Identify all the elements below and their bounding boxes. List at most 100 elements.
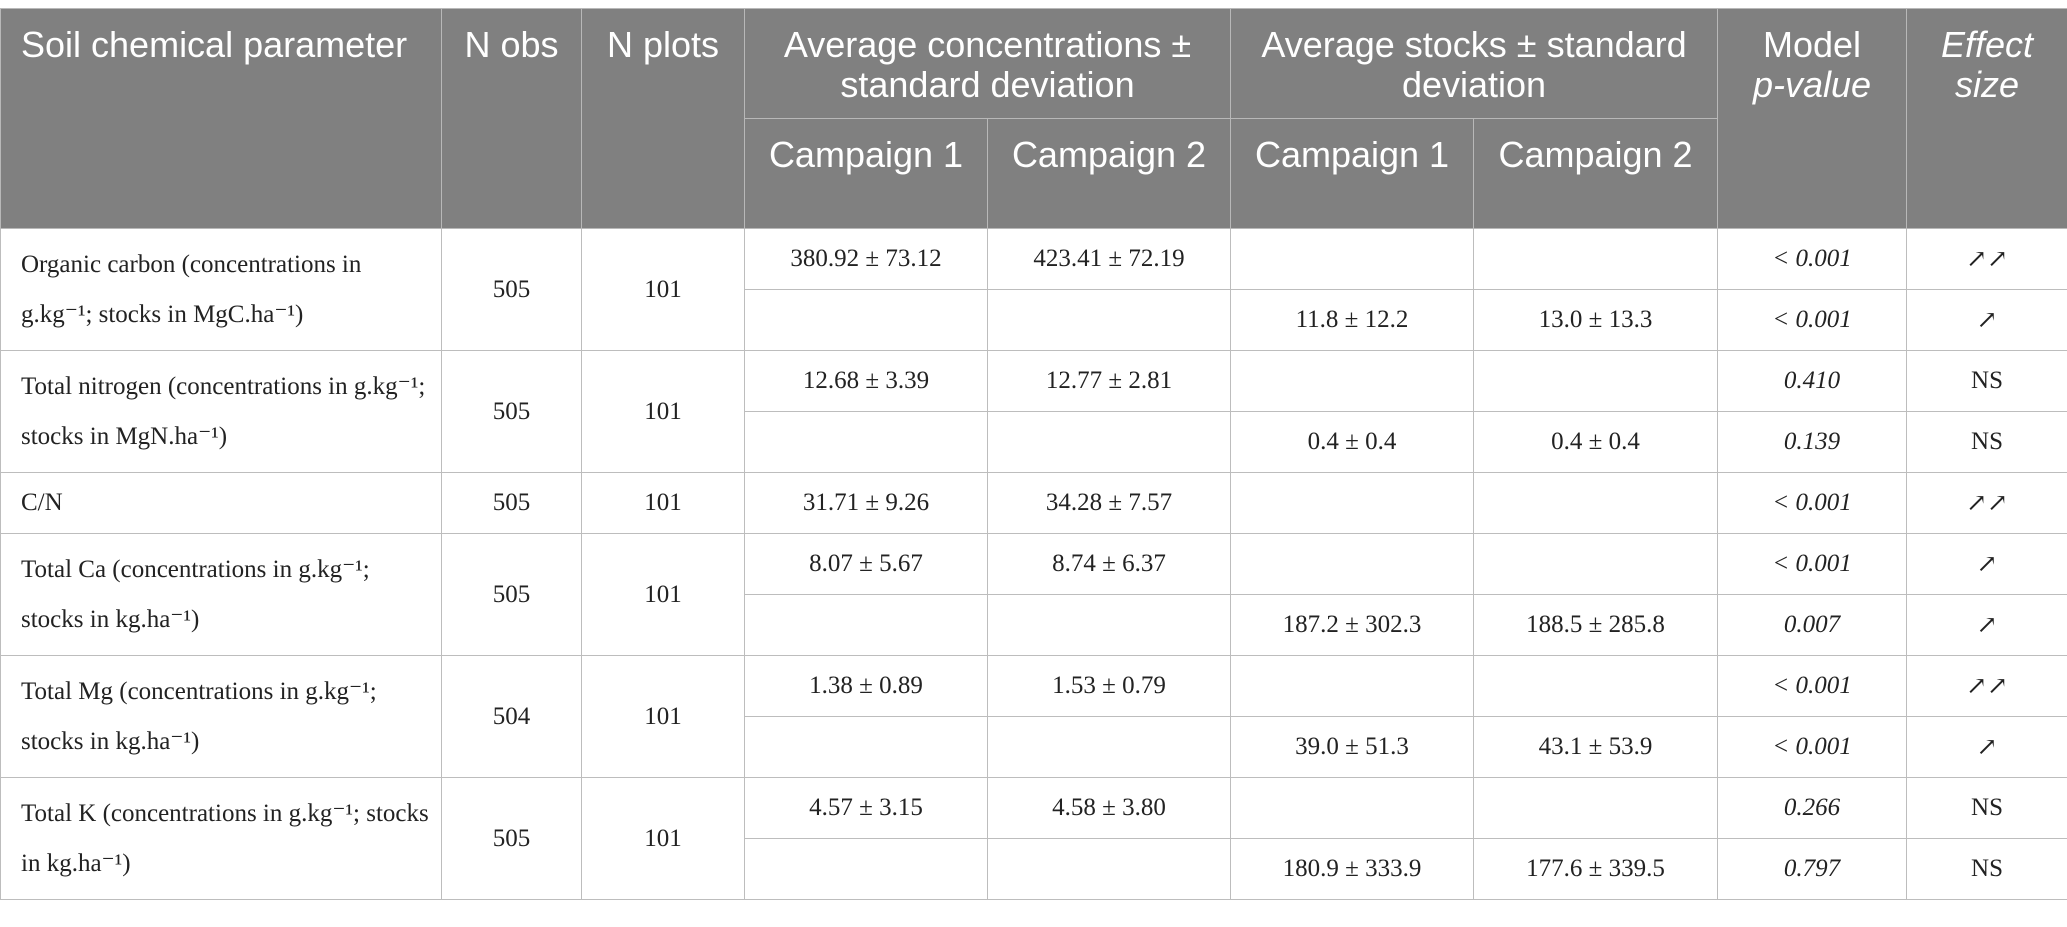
conc-c1-cell	[744, 411, 988, 473]
table-row: 180.9 ± 333.9 177.6 ± 339.5 0.797 NS	[1, 838, 2067, 900]
stock-c1-cell	[1230, 228, 1475, 290]
conc-c1-cell	[744, 716, 988, 778]
header-conc-campaign-2: Campaign 2	[986, 118, 1232, 229]
n-obs-cell: 505	[441, 228, 582, 351]
conc-c2-cell	[986, 594, 1232, 656]
pvalue-cell: < 0.001	[1717, 289, 1908, 351]
conc-c1-cell	[744, 289, 988, 351]
n-obs-cell: 505	[441, 350, 582, 473]
stock-c1-cell: 0.4 ± 0.4	[1230, 411, 1475, 473]
conc-c2-cell: 4.58 ± 3.80	[986, 777, 1232, 839]
stock-c1-cell	[1230, 777, 1475, 839]
stock-c2-cell: 0.4 ± 0.4	[1473, 411, 1719, 473]
conc-c1-cell: 1.38 ± 0.89	[744, 655, 988, 717]
conc-c2-cell	[986, 289, 1232, 351]
header-effect-size-label: Effect size	[1940, 24, 2034, 105]
n-plots-cell: 101	[581, 777, 745, 900]
conc-c2-cell: 34.28 ± 7.57	[986, 472, 1232, 534]
n-obs-cell: 504	[441, 655, 582, 778]
n-plots-cell: 101	[581, 655, 745, 778]
pvalue-cell: 0.797	[1717, 838, 1908, 900]
pvalue-cell: < 0.001	[1717, 716, 1908, 778]
soil-chemistry-table: Soil chemical parameter N obs N plots Av…	[0, 8, 2067, 900]
header-stock-campaign-2: Campaign 2	[1473, 118, 1719, 229]
header-pvalue-label: p-value	[1752, 64, 1872, 105]
table-row: C/N 505 101 31.71 ± 9.26 34.28 ± 7.57 < …	[0, 472, 2067, 534]
table-row: 39.0 ± 51.3 43.1 ± 53.9 < 0.001 ↗	[1, 716, 2067, 778]
table-row: Organic carbon (concentrations in g.kg⁻¹…	[0, 228, 2067, 351]
effect-cell: NS	[1906, 777, 2067, 839]
table-row: 187.2 ± 302.3 188.5 ± 285.8 0.007 ↗	[1, 594, 2067, 656]
pvalue-cell: < 0.001	[1717, 533, 1908, 595]
stock-c1-cell	[1230, 472, 1475, 534]
n-plots-cell: 101	[581, 228, 745, 351]
stock-c2-cell	[1473, 777, 1719, 839]
conc-c2-cell	[986, 838, 1232, 900]
effect-cell: ↗	[1906, 289, 2067, 351]
conc-c1-cell: 8.07 ± 5.67	[744, 533, 988, 595]
effect-cell: ↗	[1906, 594, 2067, 656]
conc-c2-cell: 12.77 ± 2.81	[986, 350, 1232, 412]
conc-c2-cell	[986, 716, 1232, 778]
conc-c2-cell: 1.53 ± 0.79	[986, 655, 1232, 717]
effect-cell: ↗	[1906, 533, 2067, 595]
pvalue-cell: < 0.001	[1717, 228, 1908, 290]
stock-c2-cell: 177.6 ± 339.5	[1473, 838, 1719, 900]
n-obs-cell: 505	[441, 472, 582, 534]
stock-c2-cell: 13.0 ± 13.3	[1473, 289, 1719, 351]
stock-c2-cell	[1473, 228, 1719, 290]
header-stock-campaign-1: Campaign 1	[1230, 118, 1475, 229]
effect-cell: NS	[1906, 838, 2067, 900]
effect-cell: ↗↗	[1906, 472, 2067, 534]
n-plots-cell: 101	[581, 533, 745, 656]
table-row: 0.4 ± 0.4 0.4 ± 0.4 0.139 NS	[1, 411, 2067, 473]
param-name: Total K (concentrations in g.kg⁻¹; stock…	[0, 777, 442, 900]
stock-c2-cell: 188.5 ± 285.8	[1473, 594, 1719, 656]
stock-c1-cell: 180.9 ± 333.9	[1230, 838, 1475, 900]
effect-cell: ↗↗	[1906, 228, 2067, 290]
n-plots-cell: 101	[581, 350, 745, 473]
header-conc-campaign-1: Campaign 1	[744, 118, 988, 229]
pvalue-cell: < 0.001	[1717, 655, 1908, 717]
stock-c1-cell: 11.8 ± 12.2	[1230, 289, 1475, 351]
header-model-pvalue: Model p-value	[1717, 8, 1908, 229]
param-name: Total nitrogen (concentrations in g.kg⁻¹…	[0, 350, 442, 473]
table-row: Total K (concentrations in g.kg⁻¹; stock…	[0, 777, 2067, 900]
n-obs-cell: 505	[441, 533, 582, 656]
pvalue-cell: 0.139	[1717, 411, 1908, 473]
conc-c1-cell: 4.57 ± 3.15	[744, 777, 988, 839]
pvalue-cell: 0.007	[1717, 594, 1908, 656]
stock-c1-cell: 187.2 ± 302.3	[1230, 594, 1475, 656]
stock-c2-cell	[1473, 533, 1719, 595]
table-body: Organic carbon (concentrations in g.kg⁻¹…	[0, 228, 2067, 900]
effect-cell: NS	[1906, 350, 2067, 412]
table-header: Soil chemical parameter N obs N plots Av…	[0, 8, 2067, 229]
header-n-obs: N obs	[441, 8, 582, 229]
effect-cell: ↗↗	[1906, 655, 2067, 717]
header-n-plots: N plots	[581, 8, 745, 229]
header-average-stocks: Average stocks ± standard deviation	[1230, 8, 1719, 119]
pvalue-cell: 0.410	[1717, 350, 1908, 412]
conc-c2-cell: 423.41 ± 72.19	[986, 228, 1232, 290]
n-obs-cell: 505	[441, 777, 582, 900]
stock-c1-cell: 39.0 ± 51.3	[1230, 716, 1475, 778]
pvalue-cell: 0.266	[1717, 777, 1908, 839]
header-average-concentrations: Average concentrations ± standard deviat…	[743, 8, 1232, 119]
stock-c2-cell	[1473, 655, 1719, 717]
header-model-label: Model	[1762, 24, 1862, 65]
param-name: Organic carbon (concentrations in g.kg⁻¹…	[0, 228, 442, 351]
stock-c2-cell	[1473, 472, 1719, 534]
param-name: Total Mg (concentrations in g.kg⁻¹; stoc…	[0, 655, 442, 778]
n-plots-cell: 101	[581, 472, 745, 534]
table-row: Total nitrogen (concentrations in g.kg⁻¹…	[0, 350, 2067, 473]
param-name: Total Ca (concentrations in g.kg⁻¹; stoc…	[0, 533, 442, 656]
stock-c1-cell	[1230, 655, 1475, 717]
conc-c1-cell: 380.92 ± 73.12	[744, 228, 988, 290]
pvalue-cell: < 0.001	[1717, 472, 1908, 534]
table-row: Total Ca (concentrations in g.kg⁻¹; stoc…	[0, 533, 2067, 656]
stock-c1-cell	[1230, 533, 1475, 595]
header-parameter: Soil chemical parameter	[0, 8, 442, 229]
stock-c1-cell	[1230, 350, 1475, 412]
header-effect-size: Effect size	[1906, 8, 2067, 229]
conc-c2-cell: 8.74 ± 6.37	[986, 533, 1232, 595]
